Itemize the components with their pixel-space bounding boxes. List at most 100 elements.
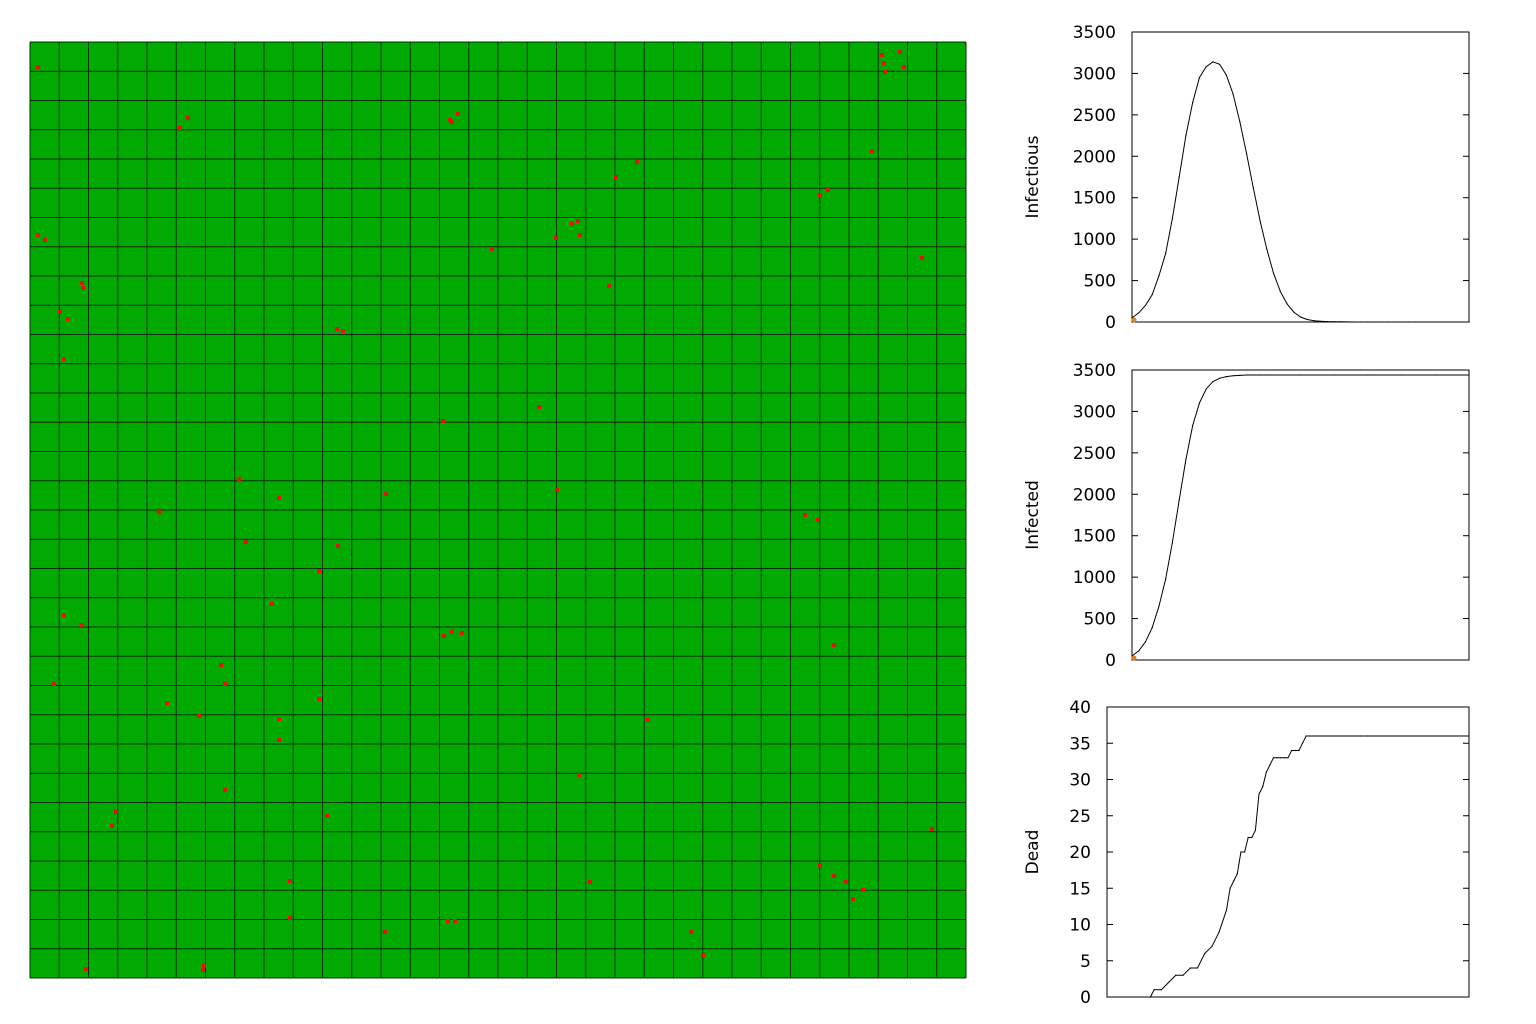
- infected-cell: [317, 569, 321, 573]
- infected-cell: [62, 613, 66, 617]
- data-point: [1298, 749, 1300, 752]
- data-point: [1468, 321, 1470, 323]
- y-tick-label: 25: [1069, 807, 1091, 827]
- current-time-marker: [1131, 317, 1137, 323]
- infected-cell: [880, 53, 884, 57]
- infected-cell: [270, 602, 274, 606]
- data-point: [1218, 931, 1220, 933]
- infected-cell: [84, 967, 88, 971]
- data-point: [1185, 134, 1187, 137]
- infected-cell: [818, 864, 822, 868]
- data-point: [1233, 880, 1235, 882]
- infected-cell: [570, 222, 574, 226]
- infected-cell: [832, 874, 836, 878]
- y-tick-label: 1000: [1073, 230, 1116, 250]
- data-point: [1345, 735, 1347, 737]
- infected-cell: [288, 916, 292, 920]
- data-point: [1144, 641, 1147, 643]
- data-point: [1211, 945, 1213, 947]
- data-point: [1239, 374, 1241, 376]
- data-point: [1178, 176, 1180, 178]
- data-point: [1212, 381, 1214, 383]
- infected-cell: [920, 256, 924, 260]
- data-point: [1272, 757, 1275, 759]
- data-point: [1338, 735, 1340, 737]
- data-point: [1239, 120, 1241, 123]
- y-tick-label: 0: [1080, 988, 1091, 1008]
- data-point: [1196, 967, 1199, 969]
- y-tick-label: 500: [1084, 610, 1116, 630]
- infected-cell: [58, 310, 62, 314]
- y-tick-label: 35: [1069, 734, 1091, 754]
- data-point: [1106, 996, 1108, 998]
- data-point: [1272, 272, 1275, 274]
- infected-cell: [832, 643, 836, 647]
- y-tick-label: 3000: [1073, 402, 1116, 422]
- data-point: [1245, 153, 1248, 155]
- data-point: [1171, 541, 1174, 543]
- data-point: [1352, 735, 1354, 737]
- data-point: [1225, 376, 1227, 378]
- data-point: [1225, 74, 1227, 76]
- data-point: [1265, 771, 1267, 773]
- data-point: [1367, 374, 1369, 376]
- data-point: [1204, 952, 1206, 955]
- data-point: [1367, 321, 1369, 323]
- data-point: [1212, 61, 1214, 63]
- infected-cell: [635, 160, 639, 164]
- y-tick-label: 2500: [1073, 444, 1116, 464]
- infected-cell: [336, 544, 340, 548]
- data-point: [1252, 374, 1254, 376]
- data-point: [1151, 627, 1153, 629]
- infected-cell: [490, 247, 494, 251]
- data-point: [1258, 793, 1260, 795]
- data-point: [1306, 318, 1308, 321]
- infected-cell: [646, 718, 650, 722]
- y-axis-title: Infected: [1023, 480, 1043, 550]
- y-axis-title: Dead: [1023, 830, 1043, 875]
- y-tick-label: 30: [1069, 771, 1091, 791]
- data-point: [1294, 749, 1296, 752]
- data-point: [1360, 321, 1362, 323]
- data-point: [1252, 187, 1254, 189]
- infected-cell: [844, 880, 848, 884]
- y-tick-label: 1000: [1073, 568, 1116, 588]
- data-point: [1205, 66, 1207, 68]
- data-point: [1407, 321, 1409, 323]
- data-point: [1138, 312, 1140, 314]
- data-point: [1380, 321, 1382, 323]
- infected-cell: [816, 518, 820, 522]
- infected-cell: [325, 814, 329, 818]
- y-tick-label: 0: [1105, 651, 1116, 671]
- series-line-infectious: [1131, 61, 1469, 323]
- y-tick-label: 3000: [1073, 64, 1116, 84]
- infected-cell: [578, 233, 582, 237]
- infected-cell: [456, 112, 460, 116]
- infected-cell: [80, 623, 84, 627]
- data-point: [1247, 836, 1249, 839]
- infected-cell: [165, 701, 169, 705]
- data-point: [1185, 458, 1187, 461]
- y-tick-label: 10: [1069, 916, 1091, 936]
- infected-cell: [902, 65, 906, 69]
- chart-panel-infectious: 0 500 1000 1500 2000 2500 3000 3500 Infectious: [1023, 23, 1470, 333]
- infected-cell: [288, 879, 292, 883]
- infected-cell: [43, 238, 47, 242]
- infected-cell: [186, 116, 190, 120]
- data-point: [1219, 377, 1221, 379]
- infected-cell: [52, 682, 56, 686]
- chart-panel-dead: 0 5 10 15 20 25 30 35 40 Dead: [1023, 698, 1470, 1008]
- data-point: [1374, 321, 1376, 323]
- infected-cell: [898, 50, 902, 54]
- infected-cell: [818, 193, 822, 197]
- data-point: [1205, 388, 1207, 390]
- data-point: [1266, 374, 1268, 376]
- data-point: [1266, 248, 1268, 250]
- y-tick-label: 40: [1069, 698, 1091, 718]
- data-point: [1165, 252, 1167, 254]
- infected-cell: [317, 697, 321, 701]
- infected-cell: [81, 286, 85, 290]
- data-point: [1401, 321, 1403, 323]
- infected-cell: [157, 510, 161, 514]
- data-point: [1149, 996, 1152, 998]
